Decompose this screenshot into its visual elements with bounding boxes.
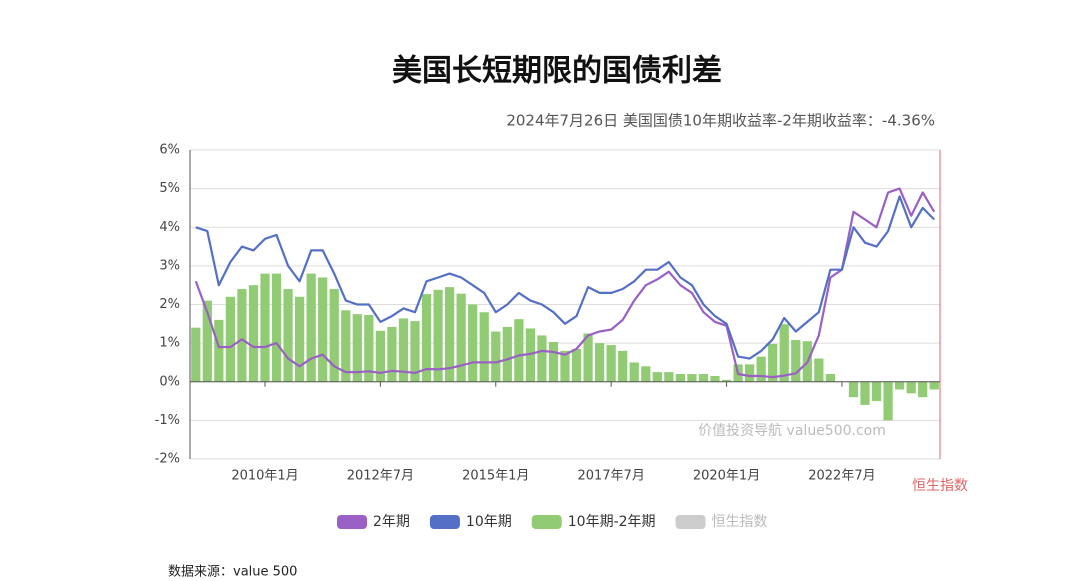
bar — [514, 319, 524, 382]
bar — [652, 372, 662, 382]
y-tick-label: -2% — [155, 452, 180, 467]
bar — [860, 381, 870, 405]
bar — [410, 321, 420, 382]
bar — [341, 310, 351, 382]
bar — [548, 341, 559, 382]
legend-swatch — [531, 515, 562, 529]
bar — [260, 273, 270, 382]
bar — [721, 379, 732, 382]
x-tick-label: 2012年7月 — [347, 469, 414, 484]
bar — [583, 333, 593, 382]
y-tick-label: 4% — [159, 220, 180, 235]
legend-label[interactable]: 恒生指数 — [712, 514, 768, 530]
bar — [825, 374, 835, 382]
bar — [456, 293, 466, 382]
bar — [768, 343, 778, 382]
y-tick-label: -1% — [155, 413, 180, 428]
line — [195, 195, 935, 360]
bar — [387, 326, 397, 382]
bar — [502, 326, 512, 382]
y-tick-label: 3% — [159, 258, 180, 273]
subtitle: 2024年7月26日 美国国债10年期收益率-2年期收益率：-4.36% — [506, 112, 935, 130]
x-tick-label: 2022年7月 — [808, 469, 875, 484]
bar — [698, 374, 709, 382]
bar — [756, 356, 766, 382]
bar — [571, 348, 582, 382]
bar — [479, 312, 489, 382]
bar — [537, 335, 547, 382]
line — [194, 187, 936, 379]
chart-title: 美国长短期限的国债利差 — [392, 54, 722, 89]
bar — [375, 330, 385, 382]
bar — [271, 273, 282, 382]
bar — [895, 381, 905, 390]
bar — [906, 381, 916, 394]
legend-label[interactable]: 10年期-2年期 — [568, 514, 656, 530]
bar — [214, 319, 224, 382]
bar — [468, 304, 478, 382]
bar — [525, 328, 535, 382]
bar — [641, 366, 651, 382]
bar — [675, 374, 685, 382]
bar — [687, 374, 697, 382]
bar — [364, 314, 374, 382]
bar — [433, 289, 443, 382]
bar — [352, 314, 362, 382]
legend-label[interactable]: 2年期 — [373, 514, 410, 530]
bar — [710, 375, 720, 382]
bar — [491, 331, 501, 382]
legend-label[interactable]: 10年期 — [466, 514, 512, 530]
bar — [929, 381, 939, 390]
bar — [779, 324, 789, 382]
source: 数据来源：value 500 — [168, 565, 297, 580]
bar — [318, 277, 328, 382]
bar — [202, 300, 212, 382]
bar — [745, 364, 755, 382]
bar — [595, 343, 605, 382]
x-tick-label: 2020年1月 — [693, 469, 760, 484]
legend-swatch — [429, 515, 460, 529]
bar — [329, 289, 339, 382]
bar — [421, 294, 432, 382]
bar — [664, 372, 674, 382]
y-tick-label: 6% — [159, 143, 180, 158]
bar — [618, 350, 628, 382]
y-tick-label: 0% — [159, 374, 180, 389]
bar — [606, 345, 616, 382]
y2-label: 恒生指数 — [912, 478, 968, 494]
bar — [871, 381, 882, 402]
bar — [306, 273, 316, 382]
bar — [791, 340, 801, 382]
legend-swatch — [337, 515, 367, 529]
bar — [629, 362, 639, 382]
bar — [445, 287, 455, 382]
y-tick-label: 5% — [159, 181, 180, 196]
bar — [248, 285, 259, 382]
watermark: 价值投资导航 value500.com — [698, 423, 886, 439]
y-tick-label: 2% — [159, 297, 180, 312]
bar — [191, 327, 201, 382]
x-tick-label: 2015年1月 — [462, 469, 529, 484]
bar — [848, 381, 859, 398]
bar — [398, 318, 409, 382]
x-tick-label: 2017年7月 — [577, 469, 644, 484]
legend-swatch — [675, 515, 706, 529]
bar — [918, 381, 928, 398]
bar — [295, 296, 305, 382]
bar — [283, 289, 293, 382]
bar — [883, 381, 893, 421]
x-tick-label: 2010年1月 — [231, 469, 298, 484]
y-tick-label: 1% — [159, 336, 180, 351]
bar — [560, 350, 570, 382]
bar — [237, 289, 247, 382]
bar — [225, 296, 235, 382]
bar — [814, 358, 824, 382]
